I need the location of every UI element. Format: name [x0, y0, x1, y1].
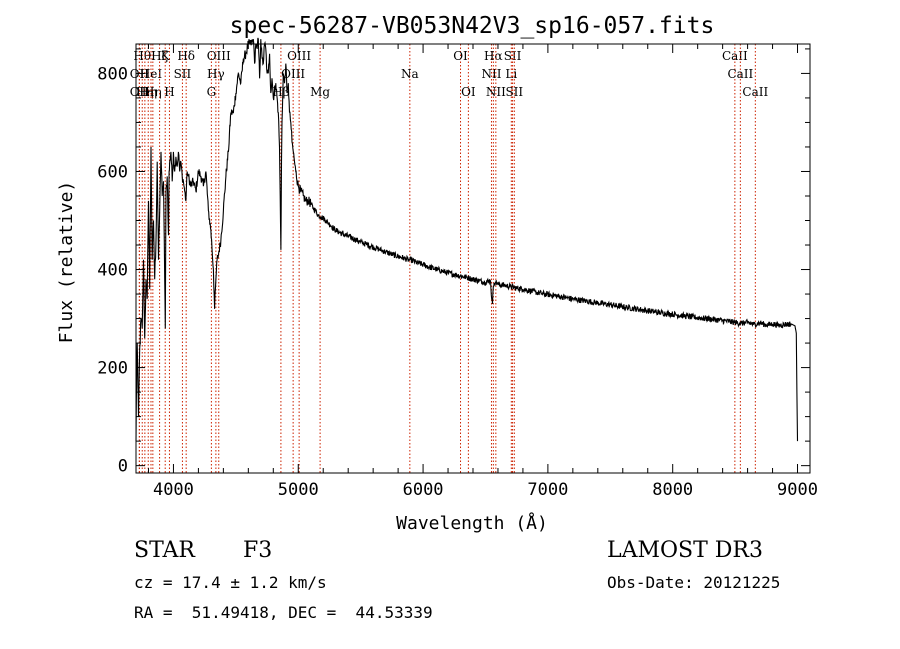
- chart-title: spec-56287-VB053N42V3_sp16-057.fits: [230, 13, 715, 39]
- y-tick-label: 200: [97, 359, 128, 379]
- marker-label: Li: [505, 67, 517, 81]
- line-markers: OIIOIIHθHηHηHηHeIHζKHSIIHδGHγOIIIHβOIIIO…: [130, 44, 768, 473]
- marker-label: K: [161, 49, 171, 63]
- marker-label: Hη: [139, 85, 157, 99]
- y-tick-label: 0: [118, 457, 128, 477]
- marker-label: SII: [504, 49, 522, 63]
- coordinates: RA = 51.49418, DEC = 44.53339: [134, 603, 433, 622]
- marker-label: Hα: [484, 49, 503, 63]
- marker-label: OII: [130, 85, 150, 99]
- marker-label: NII: [481, 67, 501, 81]
- plot-frame: [135, 43, 811, 474]
- marker-label: OIII: [281, 67, 305, 81]
- marker-label: G: [207, 85, 217, 99]
- marker-label: CaII: [722, 49, 748, 63]
- x-tick-label: 8000: [652, 480, 693, 500]
- object-class: STAR: [134, 538, 195, 563]
- x-tick-label: 6000: [403, 480, 444, 500]
- marker-label: OI: [461, 85, 476, 99]
- observation-date: Obs-Date: 20121225: [607, 573, 781, 592]
- marker-label: OI: [453, 49, 468, 63]
- object-subclass: F3: [243, 538, 273, 563]
- marker-label: Na: [401, 67, 419, 81]
- spectrum-chart: spec-56287-VB053N42V3_sp16-057.fits OII O…: [56, 13, 818, 534]
- x-axis-label: Wavelength (Å): [396, 512, 548, 534]
- marker-label: OIII: [207, 49, 231, 63]
- survey-name: LAMOST DR3: [607, 538, 763, 563]
- tick-labels: 4000 5000 6000 7000 8000 9000 0 200 400 600 800: [97, 64, 818, 500]
- marker-label: NII: [486, 85, 506, 99]
- marker-label: Hγ: [207, 67, 225, 81]
- x-tick-label: 7000: [527, 480, 568, 500]
- marker-label: H: [164, 85, 174, 99]
- spectrum-series-line: [135, 37, 799, 442]
- x-tick-label: 9000: [777, 480, 818, 500]
- axes: [135, 43, 811, 474]
- marker-label: SII: [174, 67, 192, 81]
- x-tick-label: 5000: [278, 480, 319, 500]
- marker-label: OII: [130, 67, 150, 81]
- marker-label: Hη: [136, 85, 154, 99]
- marker-label: Hθ: [133, 49, 151, 63]
- redshift-cz: cz = 17.4 ± 1.2 km/s: [134, 573, 327, 592]
- y-tick-label: 800: [97, 64, 128, 84]
- y-axis-label: Flux (relative): [56, 181, 77, 344]
- marker-label: OIII: [287, 49, 311, 63]
- marker-label: SII: [505, 85, 523, 99]
- marker-label: Hη: [144, 85, 162, 99]
- marker-label: CaII: [742, 85, 768, 99]
- y-tick-label: 600: [97, 162, 128, 182]
- marker-label: Hδ: [177, 49, 195, 63]
- marker-label: Mg: [310, 85, 330, 99]
- x-tick-label: 4000: [153, 480, 194, 500]
- y-tick-label: 400: [97, 261, 128, 281]
- marker-label: HeI: [140, 67, 163, 81]
- marker-label: Hζ: [151, 49, 168, 63]
- marker-label: CaII: [727, 67, 753, 81]
